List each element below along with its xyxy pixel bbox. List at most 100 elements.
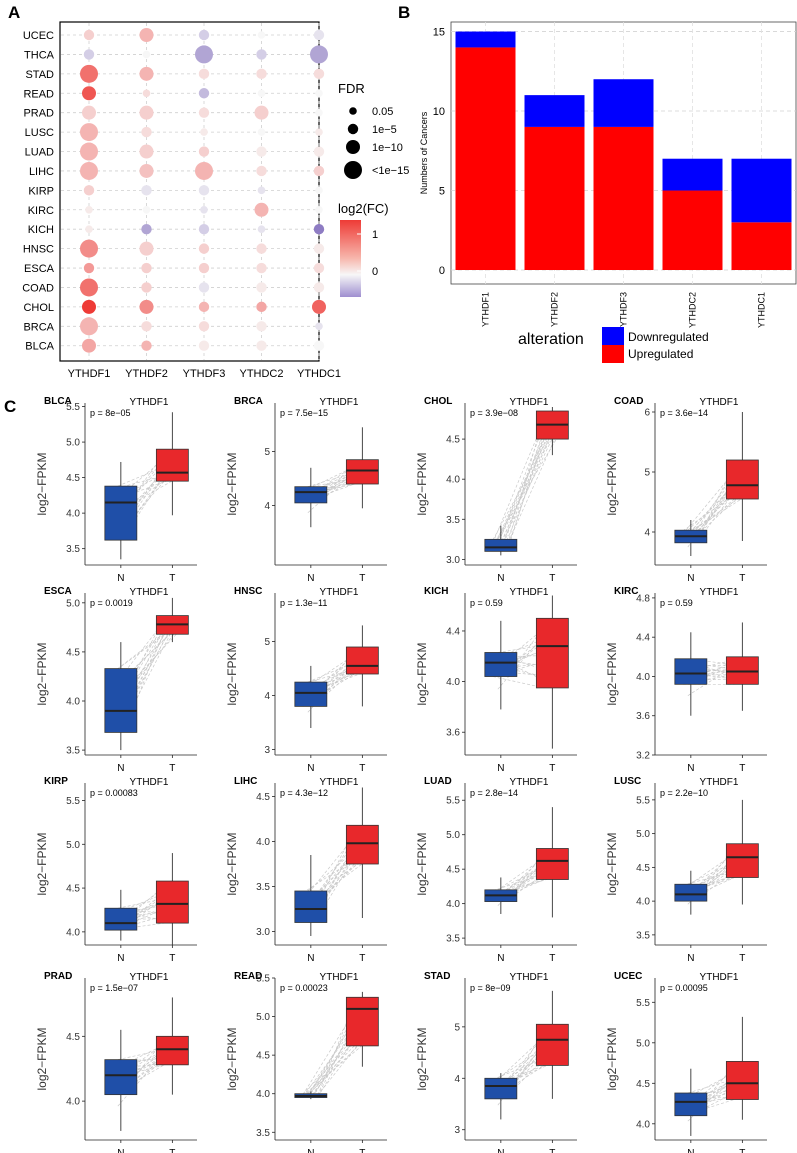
dot-KIRC-YTHDC1	[315, 205, 323, 214]
pair-line	[307, 672, 362, 689]
dot-READ-YTHDC2	[257, 89, 266, 98]
xtick-BLCA-N: N	[117, 573, 124, 584]
dot-HNSC-YTHDC1	[313, 243, 325, 254]
pair-line	[502, 850, 552, 895]
xtick-LUAD-N: N	[497, 953, 504, 964]
panel-label-a: A	[8, 3, 20, 22]
dot-CHOL-YTHDF1	[82, 299, 96, 314]
panel-b-ylabel: Numbers of Cancers	[419, 111, 429, 194]
y-label-BLCA: BLCA	[25, 341, 54, 353]
pair-line	[307, 1042, 362, 1095]
pair-line	[687, 1096, 742, 1099]
box-BRCA-N	[294, 486, 328, 504]
pair-line	[497, 420, 559, 540]
dot-THCA-YTHDC2	[256, 49, 267, 60]
ytick-CHOL-4.5: 4.5	[446, 435, 460, 446]
dot-STAD-YTHDF3	[198, 68, 210, 80]
pair-line	[492, 676, 545, 689]
x-label-YTHDC1: YTHDC1	[297, 368, 341, 380]
pair-line	[302, 466, 355, 492]
dot-KIRP-YTHDF3	[198, 185, 210, 196]
ytick-KIRC-3.2: 3.2	[636, 751, 650, 762]
bar-YTHDC1-upregulated	[731, 222, 792, 270]
bar-YTHDF3-upregulated	[593, 126, 654, 270]
box-COAD-T	[725, 459, 759, 500]
ytick-KIRP-4.0: 4.0	[66, 927, 80, 938]
ytick-KIRP-5.5: 5.5	[66, 796, 80, 807]
dot-CHOL-YTHDC2	[256, 301, 267, 313]
p-value-COAD: p = 3.6e−14	[660, 408, 708, 418]
gene-title-KICH: YTHDF1	[510, 587, 549, 598]
dot-LUAD-YTHDF1	[80, 142, 98, 161]
cancer-label-KIRC: KIRC	[614, 586, 638, 597]
cancer-label-KICH: KICH	[424, 586, 448, 597]
gene-title-KIRP: YTHDF1	[130, 777, 169, 788]
y-label-ESCA: ESCA	[24, 263, 55, 275]
box-BRCA-T	[345, 459, 379, 485]
bar-YTHDF3-downregulated	[593, 79, 654, 127]
pair-line	[117, 1049, 165, 1077]
dot-STAD-YTHDF1	[80, 64, 98, 83]
dot-BRCA-YTHDF2	[141, 321, 152, 332]
p-value-READ: p = 0.00023	[280, 983, 328, 993]
dot-CHOL-YTHDF2	[139, 299, 154, 314]
y-label-THCA: THCA	[24, 49, 55, 61]
dot-UCEC-YTHDF3	[198, 29, 210, 41]
cancer-label-KIRP: KIRP	[44, 776, 68, 787]
legend-label-upregulated: Upregulated	[628, 347, 693, 361]
dot-BLCA-YTHDF2	[141, 340, 152, 351]
xtick-BLCA-T: T	[169, 573, 175, 584]
pair-line	[302, 1045, 355, 1098]
ylabel-HNSC: log2−FPKM	[225, 642, 239, 705]
ytick-LUAD-5.5: 5.5	[446, 796, 460, 807]
dot-LIHC-YTHDF3	[195, 161, 213, 180]
p-value-UCEC: p = 0.00095	[660, 983, 708, 993]
cancer-label-ESCA: ESCA	[44, 586, 72, 597]
box-HNSC-T	[345, 646, 379, 675]
ylabel-KIRP: log2−FPKM	[35, 832, 49, 895]
y-label-STAD: STAD	[25, 69, 54, 81]
xtick-LUSC-N: N	[687, 953, 694, 964]
dot-READ-YTHDC1	[315, 89, 323, 98]
gene-title-LUSC: YTHDF1	[700, 777, 739, 788]
dot-KICH-YTHDF1	[85, 225, 93, 233]
boxplot-KICH: KICH YTHDF1 p = 0.59 3.6 4.0 4.4 log2−FPKM N T	[415, 586, 577, 774]
pair-line	[492, 857, 545, 894]
ylabel-BLCA: log2−FPKM	[35, 452, 49, 515]
pair-line	[302, 859, 369, 908]
dot-LUSC-YTHDF1	[80, 123, 98, 142]
ytick-UCEC-4.0: 4.0	[636, 1119, 650, 1130]
y-label-KIRP: KIRP	[28, 185, 54, 197]
pair-line	[112, 480, 165, 541]
dot-KIRC-YTHDF2	[142, 205, 151, 214]
p-value-KIRC: p = 0.59	[660, 598, 693, 608]
dot-KICH-YTHDF2	[141, 224, 152, 235]
box-LIHC-N	[294, 890, 328, 923]
xtick-LUSC-T: T	[739, 953, 745, 964]
dot-ESCA-YTHDF2	[141, 262, 152, 274]
xtick-KIRC-T: T	[739, 763, 745, 774]
dot-READ-YTHDF2	[142, 89, 151, 98]
dot-STAD-YTHDC2	[256, 68, 267, 80]
ytick-LUSC-4.0: 4.0	[636, 897, 650, 908]
legend-key-upregulated	[602, 345, 624, 363]
dot-BRCA-YTHDF3	[198, 321, 210, 332]
gene-title-BLCA: YTHDF1	[130, 397, 169, 408]
dot-ESCA-YTHDF3	[198, 262, 210, 274]
b-ytick-10: 10	[433, 106, 445, 118]
panel-label-b: B	[398, 3, 410, 22]
dot-UCEC-YTHDC2	[257, 31, 266, 39]
box-STAD-N	[484, 1077, 518, 1100]
y-label-HNSC: HNSC	[23, 244, 54, 256]
dot-HNSC-YTHDF2	[139, 241, 154, 256]
xtick-KICH-T: T	[549, 763, 555, 774]
ylabel-LUSC: log2−FPKM	[605, 832, 619, 895]
ytick-UCEC-4.5: 4.5	[636, 1079, 650, 1090]
cancer-label-BLCA: BLCA	[44, 396, 72, 407]
ytick-LIHC-4.0: 4.0	[256, 837, 270, 848]
